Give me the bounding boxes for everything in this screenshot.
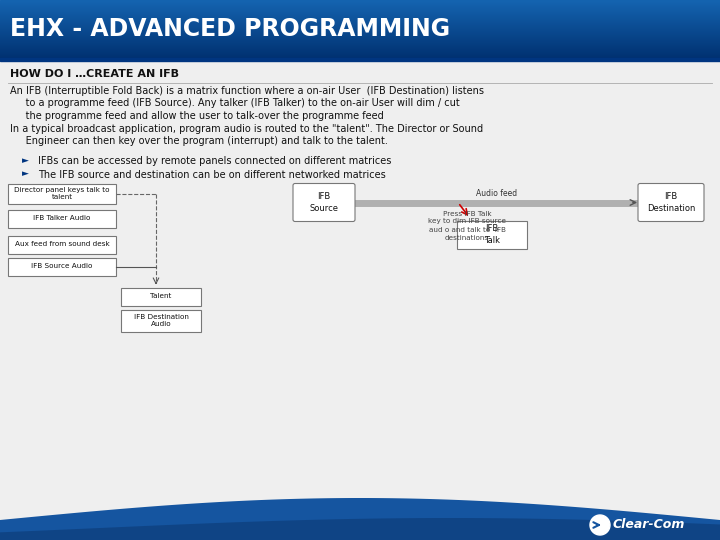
Text: IFB
Destination: IFB Destination [647,192,696,213]
Bar [0,28,720,29]
Text: IFBs can be accessed by remote panels connected on different matrices: IFBs can be accessed by remote panels co… [38,157,392,166]
Bar [0,8,720,9]
Text: to a programme feed (IFB Source). Any talker (IFB Talker) to the on-air User wil: to a programme feed (IFB Source). Any ta… [10,98,460,109]
Bar [0,57,720,58]
Bar [0,16,720,17]
Bar [0,17,720,18]
Bar [0,45,720,46]
Bar [0,1,720,2]
FancyBboxPatch shape [293,184,355,221]
Text: Engineer can then key over the program (interrupt) and talk to the talent.: Engineer can then key over the program (… [10,136,388,146]
Bar [0,23,720,24]
Text: IFB Destination
Audio: IFB Destination Audio [134,314,189,327]
Bar [0,41,720,42]
Text: An IFB (Interruptible Fold Back) is a matrix function where a on-air User  (IFB : An IFB (Interruptible Fold Back) is a ma… [10,86,484,96]
Polygon shape [0,498,720,540]
Bar [8,235,116,253]
Bar [0,20,720,21]
Bar [0,38,720,39]
Bar [0,10,720,11]
Bar [0,0,720,1]
Bar [0,9,720,10]
Bar [0,15,720,16]
Bar [0,18,720,19]
Bar [0,55,720,56]
FancyBboxPatch shape [638,184,704,221]
Bar [0,36,720,37]
Bar [0,11,720,12]
Bar [0,33,720,34]
Bar [0,46,720,47]
Text: Talent: Talent [150,294,171,300]
Text: IFB Source Audio: IFB Source Audio [31,264,93,269]
Text: Director panel keys talk to
talent: Director panel keys talk to talent [14,187,109,200]
Bar [121,287,201,306]
Bar [0,56,720,57]
Bar [0,31,720,32]
Bar [0,39,720,40]
Bar [0,4,720,5]
Bar [457,220,527,248]
Text: Aux feed from sound desk: Aux feed from sound desk [14,241,109,247]
Bar [0,25,720,26]
Text: IFB Talker Audio: IFB Talker Audio [33,215,91,221]
Bar [0,53,720,54]
Bar [0,12,720,13]
Bar [0,24,720,25]
Bar [0,54,720,55]
Bar [8,210,116,227]
Bar [0,44,720,45]
Bar [0,3,720,4]
Bar [0,52,720,53]
Bar [0,30,720,31]
Bar [0,2,720,3]
Text: Press IFB Talk
key to dim IFB source
aud o and talk to  IFB
destinations: Press IFB Talk key to dim IFB source aud… [428,211,506,240]
Text: Clear-Com: Clear-Com [613,518,685,531]
Bar [0,48,720,49]
Text: In a typical broadcast application, program audio is routed to the "talent". The: In a typical broadcast application, prog… [10,124,483,133]
Bar [0,61,720,540]
Text: IFB
Talk: IFB Talk [484,225,500,245]
Bar [0,37,720,38]
Bar [0,6,720,7]
Bar [0,49,720,50]
Bar [0,29,720,30]
Bar [0,51,720,52]
Bar [0,13,720,14]
Text: Audio feed: Audio feed [476,188,517,198]
Bar [0,58,720,61]
Bar [0,50,720,51]
Bar [0,47,720,48]
Bar [0,32,720,33]
Bar [0,35,720,36]
Bar [0,21,720,22]
Bar [0,40,720,41]
Text: ►: ► [22,170,29,179]
Bar [121,309,201,332]
Bar [0,42,720,43]
Bar [0,5,720,6]
Bar [0,19,720,20]
Text: EHX - ADVANCED PROGRAMMING: EHX - ADVANCED PROGRAMMING [10,17,450,41]
Circle shape [590,515,610,535]
Bar [0,7,720,8]
Text: HOW DO I …CREATE AN IFB: HOW DO I …CREATE AN IFB [10,69,179,79]
Bar [8,258,116,275]
Bar [0,43,720,44]
Bar [0,26,720,27]
Bar [0,27,720,28]
Text: the programme feed and allow the user to talk-over the programme feed: the programme feed and allow the user to… [10,111,384,121]
Text: IFB
Source: IFB Source [310,192,338,213]
Bar [0,22,720,23]
Text: ►: ► [22,157,29,165]
Text: The IFB source and destination can be on different networked matrices: The IFB source and destination can be on… [38,170,386,179]
Bar [8,184,116,204]
Bar [0,14,720,15]
Bar [0,34,720,35]
Polygon shape [0,518,720,540]
